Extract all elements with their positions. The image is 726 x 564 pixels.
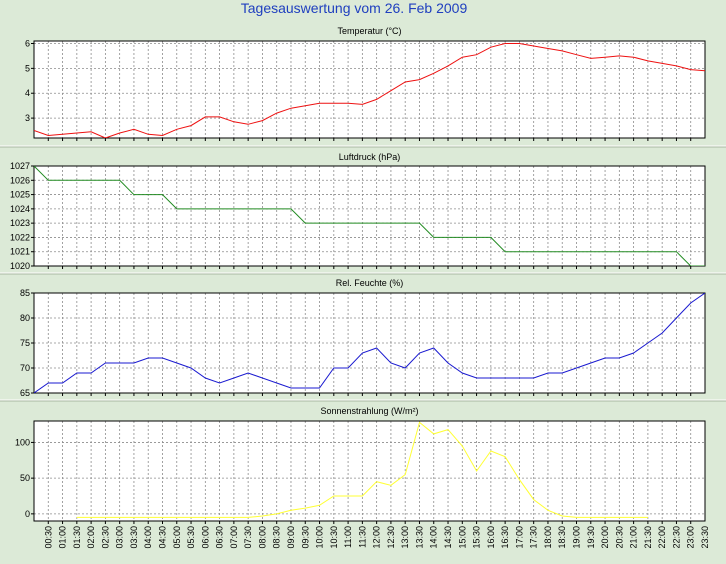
x-tick-label: 20:30 — [614, 526, 624, 549]
x-tick-label: 04:30 — [158, 526, 168, 549]
x-tick-label: 13:00 — [400, 526, 410, 549]
chart-title: Temperatur (°C) — [337, 26, 401, 36]
y-tick-label: 6 — [25, 38, 30, 48]
time-axis-labels: 00:30 01:00 01:30 02:00 02:30 03:00 03:30 04:00… — [43, 526, 710, 549]
x-tick-label: 22:00 — [657, 526, 667, 549]
y-tick-label: 5 — [25, 63, 30, 73]
series-line — [34, 43, 705, 138]
x-tick-label: 11:30 — [357, 526, 367, 548]
x-tick-label: 21:00 — [629, 526, 639, 549]
plot-frame — [33, 420, 706, 522]
y-tick-label: 1021 — [10, 247, 30, 257]
x-tick-label: 00:30 — [43, 526, 53, 549]
chart-title: Rel. Feuchte (%) — [336, 278, 404, 288]
x-tick-label: 08:30 — [272, 526, 282, 549]
plot-frame — [33, 165, 706, 267]
plot-area — [34, 166, 705, 266]
plot-area — [34, 41, 705, 138]
x-tick-label: 09:30 — [300, 526, 310, 549]
x-tick-label: 19:00 — [572, 526, 582, 549]
x-tick-label: 02:00 — [86, 526, 96, 549]
y-tick-label: 1023 — [10, 218, 30, 228]
plot-area — [34, 293, 705, 393]
x-tick-label: 14:30 — [443, 526, 453, 549]
y-tick-label: 1020 — [10, 261, 30, 271]
x-tick-label: 11:00 — [343, 526, 353, 548]
x-tick-label: 07:30 — [243, 526, 253, 549]
x-tick-label: 14:00 — [429, 526, 439, 549]
y-tick-label: 4 — [25, 88, 30, 98]
x-tick-label: 06:00 — [200, 526, 210, 549]
y-tick-label: 80 — [20, 313, 30, 323]
y-tick-label: 1022 — [10, 232, 30, 242]
x-tick-label: 03:30 — [129, 526, 139, 549]
x-tick-label: 01:00 — [58, 526, 68, 549]
y-tick-label: 85 — [20, 288, 30, 298]
x-tick-label: 18:30 — [557, 526, 567, 549]
x-tick-label: 19:30 — [586, 526, 596, 549]
x-tick-label: 23:00 — [686, 526, 696, 549]
x-tick-label: 20:00 — [600, 526, 610, 549]
y-tick-label: 1025 — [10, 190, 30, 200]
x-tick-label: 23:30 — [700, 526, 710, 549]
plot-area — [34, 421, 705, 521]
x-tick-label: 09:00 — [286, 526, 296, 549]
plot-frame — [33, 40, 706, 139]
y-tick-label: 1027 — [10, 161, 30, 171]
y-tick-label: 3 — [25, 113, 30, 123]
x-tick-label: 12:00 — [372, 526, 382, 549]
y-tick-label: 65 — [20, 388, 30, 398]
x-tick-label: 18:00 — [543, 526, 553, 549]
y-tick-label: 100 — [15, 437, 30, 447]
y-tick-label: 0 — [25, 509, 30, 519]
x-tick-label: 21:30 — [643, 526, 653, 549]
x-tick-label: 17:00 — [514, 526, 524, 549]
series-line — [34, 166, 705, 266]
plot-frame — [33, 292, 706, 394]
x-tick-label: 10:00 — [315, 526, 325, 549]
page-title: Tagesauswertung vom 26. Feb 2009 — [241, 0, 468, 16]
x-tick-label: 03:00 — [115, 526, 125, 549]
x-tick-label: 22:30 — [671, 526, 681, 549]
chart-panel: Rel. Feuchte (%) 65 70 75 80 85 — [0, 278, 726, 402]
series-line — [76, 421, 648, 518]
x-tick-label: 12:30 — [386, 526, 396, 549]
chart-panel: Luftdruck (hPa) 1020 1021 1022 1023 1024 1025 1… — [0, 152, 726, 275]
x-tick-label: 04:00 — [143, 526, 153, 549]
x-tick-label: 15:00 — [457, 526, 467, 549]
y-tick-label: 1024 — [10, 204, 30, 214]
x-tick-label: 07:00 — [229, 526, 239, 549]
x-tick-label: 15:30 — [472, 526, 482, 549]
chart-title: Luftdruck (hPa) — [339, 152, 401, 162]
x-tick-label: 01:30 — [72, 526, 82, 549]
y-tick-label: 75 — [20, 338, 30, 348]
y-tick-label: 50 — [20, 473, 30, 483]
x-tick-label: 05:30 — [186, 526, 196, 549]
x-tick-label: 16:30 — [500, 526, 510, 549]
y-tick-label: 1026 — [10, 175, 30, 185]
chart-panels: Temperatur (°C) 3 4 5 6 Luftdruck (hPa) 1020 10… — [0, 26, 726, 524]
chart-panel: Temperatur (°C) 3 4 5 6 — [0, 26, 726, 148]
x-tick-label: 17:30 — [529, 526, 539, 549]
y-tick-label: 70 — [20, 363, 30, 373]
x-tick-label: 02:30 — [100, 526, 110, 549]
x-tick-label: 13:30 — [415, 526, 425, 549]
x-tick-label: 05:00 — [172, 526, 182, 549]
chart-panel: Sonnenstrahlung (W/m²) 0 50 100 — [15, 406, 706, 524]
series-line — [34, 293, 705, 393]
x-tick-label: 08:00 — [257, 526, 267, 549]
x-tick-label: 06:30 — [215, 526, 225, 549]
x-tick-label: 16:00 — [486, 526, 496, 549]
x-tick-label: 10:30 — [329, 526, 339, 549]
chart-title: Sonnenstrahlung (W/m²) — [320, 406, 418, 416]
